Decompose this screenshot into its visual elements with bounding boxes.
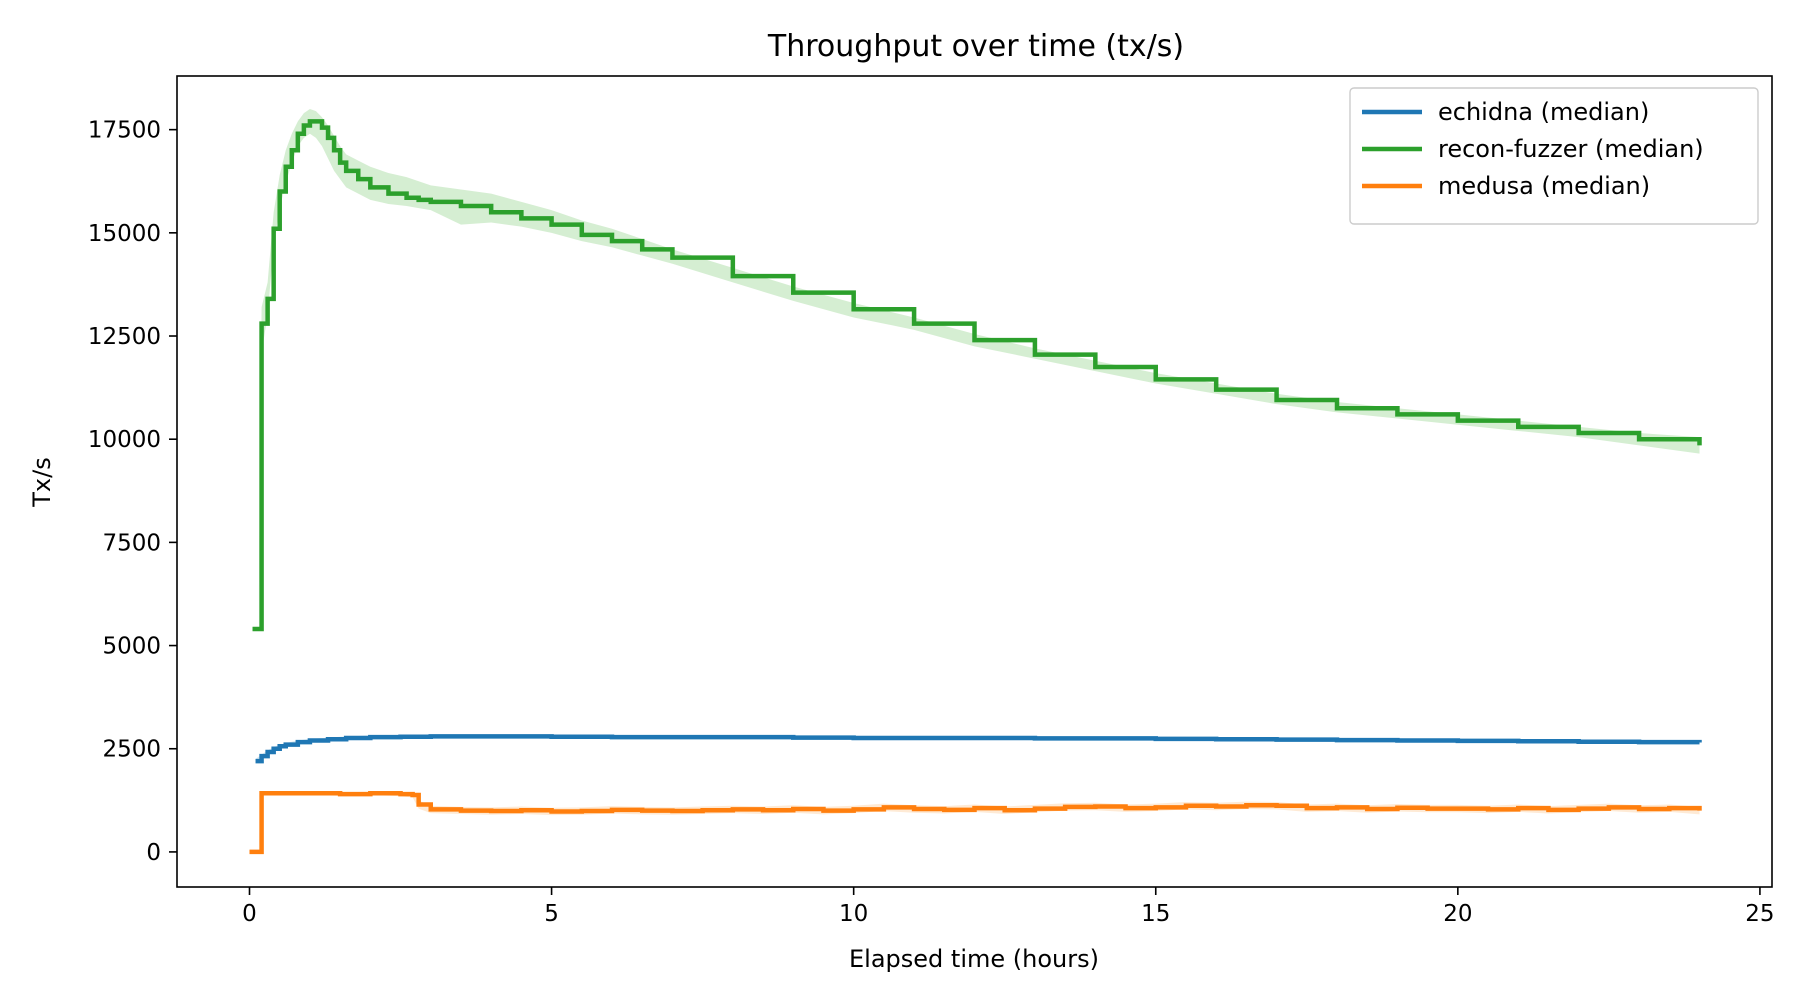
y-tick-label: 7500 xyxy=(102,530,161,556)
x-axis-label: Elapsed time (hours) xyxy=(849,945,1099,973)
y-tick-label: 0 xyxy=(146,840,161,866)
plot-frame xyxy=(176,75,1773,888)
legend: echidna (median) recon-fuzzer (median) med… xyxy=(1349,87,1759,225)
x-tick-label: 20 xyxy=(1443,901,1472,927)
x-tick-label: 10 xyxy=(839,901,868,927)
y-tick-label: 15000 xyxy=(88,221,161,247)
x-tick-label: 15 xyxy=(1141,901,1170,927)
y-tick-label: 10000 xyxy=(88,427,161,453)
series-lines xyxy=(249,119,1702,855)
y-axis-ticks: 0 2500 5000 7500 10000 12500 15000 17500 xyxy=(88,118,177,866)
x-axis-ticks: 0 5 10 15 20 25 xyxy=(242,887,1775,927)
legend-entry: echidna (median) xyxy=(1438,98,1649,126)
line-series-2 xyxy=(249,791,1702,855)
x-tick-label: 5 xyxy=(544,901,559,927)
plot-area xyxy=(249,109,1702,855)
y-tick-label: 17500 xyxy=(88,118,161,144)
legend-entry: medusa (median) xyxy=(1438,172,1650,200)
line-series-0 xyxy=(255,734,1702,764)
x-tick-label: 25 xyxy=(1745,901,1774,927)
y-tick-label: 12500 xyxy=(88,324,161,350)
chart-title: Throughput over time (tx/s) xyxy=(767,29,1184,64)
legend-entry: recon-fuzzer (median) xyxy=(1438,135,1704,163)
y-tick-label: 5000 xyxy=(102,634,161,660)
line-series-1 xyxy=(252,119,1702,632)
x-tick-label: 0 xyxy=(242,901,257,927)
legend-box xyxy=(1349,87,1759,225)
y-tick-label: 2500 xyxy=(102,737,161,763)
y-axis-label: Tx/s xyxy=(28,457,56,507)
